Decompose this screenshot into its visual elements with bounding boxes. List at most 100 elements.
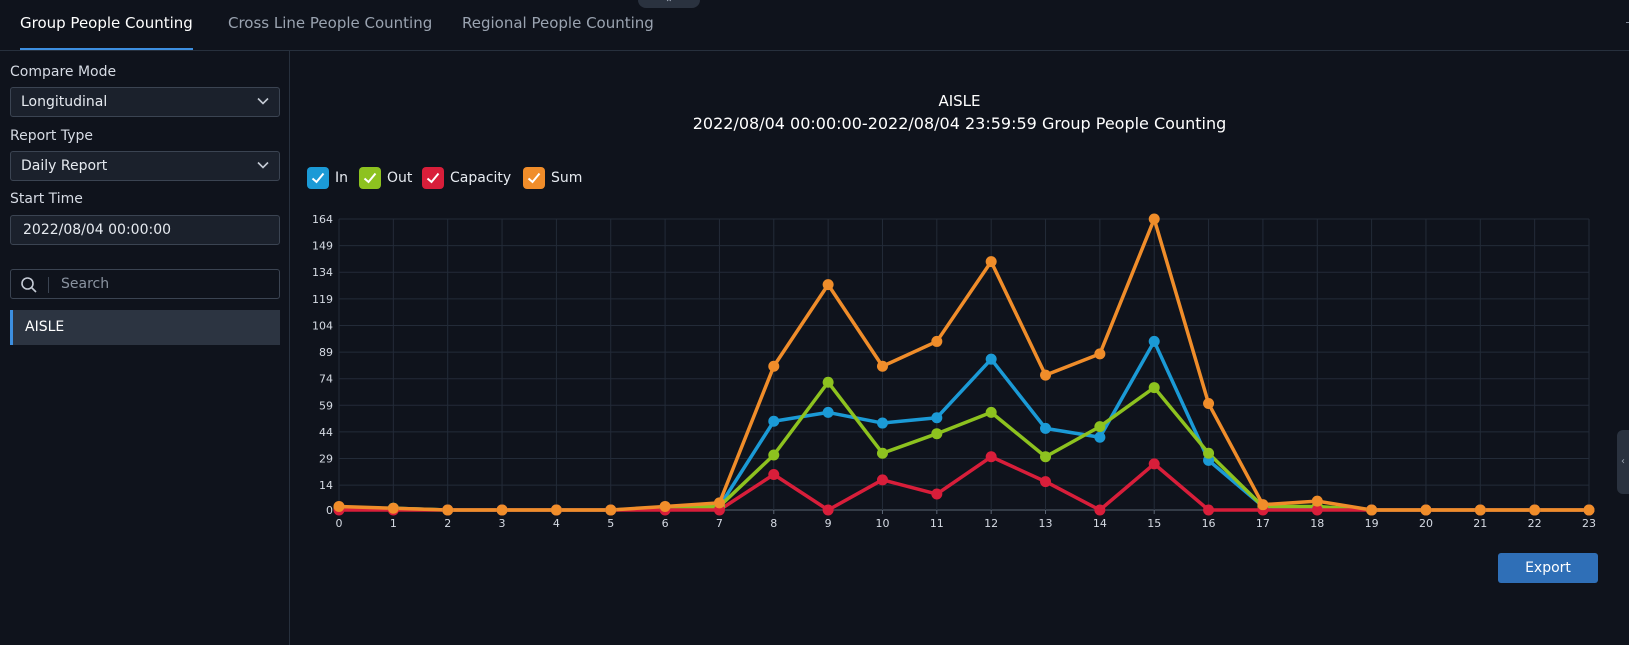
start-time-input[interactable]: 2022/08/04 00:00:00 bbox=[10, 215, 280, 245]
data-point-capacity bbox=[985, 451, 997, 463]
data-point-in bbox=[1366, 504, 1378, 516]
compare-mode-select[interactable]: Longitudinal bbox=[10, 87, 280, 117]
data-point-capacity bbox=[333, 504, 345, 516]
tab-bar: Group People Counting Cross Line People … bbox=[0, 0, 1629, 51]
data-point-in bbox=[496, 504, 508, 516]
checkbox-checked-icon bbox=[523, 167, 545, 189]
report-type-select[interactable]: Daily Report bbox=[10, 151, 280, 181]
data-point-capacity bbox=[550, 504, 562, 516]
data-point-capacity bbox=[659, 504, 671, 516]
x-tick-label: 22 bbox=[1528, 517, 1542, 530]
series-line-capacity bbox=[339, 455, 1589, 512]
tab-cross-line-people-counting[interactable]: Cross Line People Counting bbox=[228, 14, 433, 32]
data-point-in bbox=[985, 353, 997, 365]
y-tick-label: 104 bbox=[312, 319, 333, 332]
data-point-in bbox=[1257, 500, 1269, 512]
data-point-out bbox=[496, 504, 508, 516]
data-point-capacity bbox=[442, 504, 454, 516]
data-point-capacity bbox=[768, 469, 780, 481]
legend-label: Capacity bbox=[450, 170, 512, 186]
data-point-in bbox=[822, 406, 834, 418]
data-point-in bbox=[659, 502, 671, 514]
y-tick-label: 119 bbox=[312, 293, 333, 306]
legend-label: Out bbox=[387, 170, 413, 186]
data-point-out bbox=[1257, 500, 1269, 512]
chevron-left-icon: ‹ bbox=[1621, 456, 1625, 467]
legend-sum[interactable]: Sum bbox=[523, 167, 582, 189]
x-tick-label: 9 bbox=[825, 517, 832, 530]
y-tick-label: 89 bbox=[319, 346, 333, 359]
chevron-down-icon bbox=[257, 161, 269, 169]
tab-regional-people-counting[interactable]: Regional People Counting bbox=[462, 14, 654, 32]
data-point-capacity bbox=[822, 504, 834, 516]
checkbox-checked-icon bbox=[307, 167, 329, 189]
x-tick-label: 17 bbox=[1256, 517, 1270, 530]
legend-out[interactable]: Out bbox=[359, 167, 412, 189]
data-point-out bbox=[931, 428, 943, 440]
data-point-out bbox=[985, 406, 997, 418]
data-point-out bbox=[333, 502, 345, 514]
data-point-capacity bbox=[605, 504, 617, 516]
report-type-value: Daily Report bbox=[21, 158, 108, 174]
search-input[interactable]: Search bbox=[10, 269, 280, 299]
y-tick-label: 134 bbox=[312, 266, 333, 279]
export-button[interactable]: Export bbox=[1498, 553, 1598, 583]
data-point-out bbox=[387, 502, 399, 514]
data-point-sum bbox=[1366, 504, 1378, 516]
data-point-in bbox=[876, 417, 888, 429]
data-point-sum bbox=[768, 360, 780, 372]
legend-label: In bbox=[335, 170, 349, 186]
checkbox-checked-icon bbox=[359, 167, 381, 189]
list-item-aisle[interactable]: AISLE bbox=[10, 310, 280, 345]
data-point-sum bbox=[1203, 398, 1215, 410]
data-point-sum bbox=[550, 504, 562, 516]
y-tick-label: 14 bbox=[319, 479, 333, 492]
data-point-in bbox=[605, 504, 617, 516]
data-point-in bbox=[1583, 504, 1595, 516]
data-point-capacity bbox=[1040, 476, 1052, 488]
data-point-capacity bbox=[1257, 504, 1269, 516]
y-tick-label: 0 bbox=[326, 504, 333, 517]
data-point-in bbox=[1474, 504, 1486, 516]
collapse-up-button[interactable]: ⌃ bbox=[638, 0, 700, 9]
data-point-out bbox=[1529, 504, 1541, 516]
data-point-sum bbox=[1257, 499, 1269, 511]
search-divider bbox=[48, 277, 49, 293]
data-point-out bbox=[713, 500, 725, 512]
data-point-out bbox=[822, 376, 834, 388]
data-point-in bbox=[713, 500, 725, 512]
x-tick-label: 20 bbox=[1419, 517, 1433, 530]
data-point-out bbox=[1583, 504, 1595, 516]
data-point-in bbox=[333, 502, 345, 514]
data-point-sum bbox=[387, 502, 399, 514]
x-tick-label: 2 bbox=[444, 517, 451, 530]
data-point-sum bbox=[496, 504, 508, 516]
data-point-sum bbox=[876, 360, 888, 372]
y-tick-label: 149 bbox=[312, 240, 333, 253]
data-point-out bbox=[1420, 504, 1432, 516]
data-point-capacity bbox=[1529, 504, 1541, 516]
y-tick-label: 74 bbox=[319, 373, 333, 386]
data-point-out bbox=[1040, 451, 1052, 463]
legend-capacity[interactable]: Capacity bbox=[422, 167, 511, 189]
x-tick-label: 10 bbox=[875, 517, 889, 530]
x-tick-label: 0 bbox=[336, 517, 343, 530]
data-point-out bbox=[659, 502, 671, 514]
data-point-sum bbox=[822, 279, 834, 291]
side-panel-toggle[interactable]: ‹ bbox=[1617, 430, 1629, 494]
tab-group-people-counting[interactable]: Group People Counting bbox=[20, 14, 193, 50]
x-tick-label: 8 bbox=[770, 517, 777, 530]
x-tick-label: 19 bbox=[1365, 517, 1379, 530]
x-tick-label: 7 bbox=[716, 517, 723, 530]
compare-mode-label: Compare Mode bbox=[10, 64, 117, 80]
x-tick-label: 6 bbox=[662, 517, 669, 530]
series-line-sum bbox=[338, 217, 1589, 512]
data-point-sum bbox=[333, 500, 345, 512]
chevron-up-icon: ⌃ bbox=[664, 0, 674, 9]
data-point-out bbox=[1203, 447, 1215, 459]
data-point-capacity bbox=[931, 488, 943, 500]
data-point-sum bbox=[1040, 369, 1052, 381]
start-time-label: Start Time bbox=[10, 191, 83, 207]
legend-in[interactable]: In bbox=[307, 167, 348, 189]
data-point-capacity bbox=[1203, 504, 1215, 516]
